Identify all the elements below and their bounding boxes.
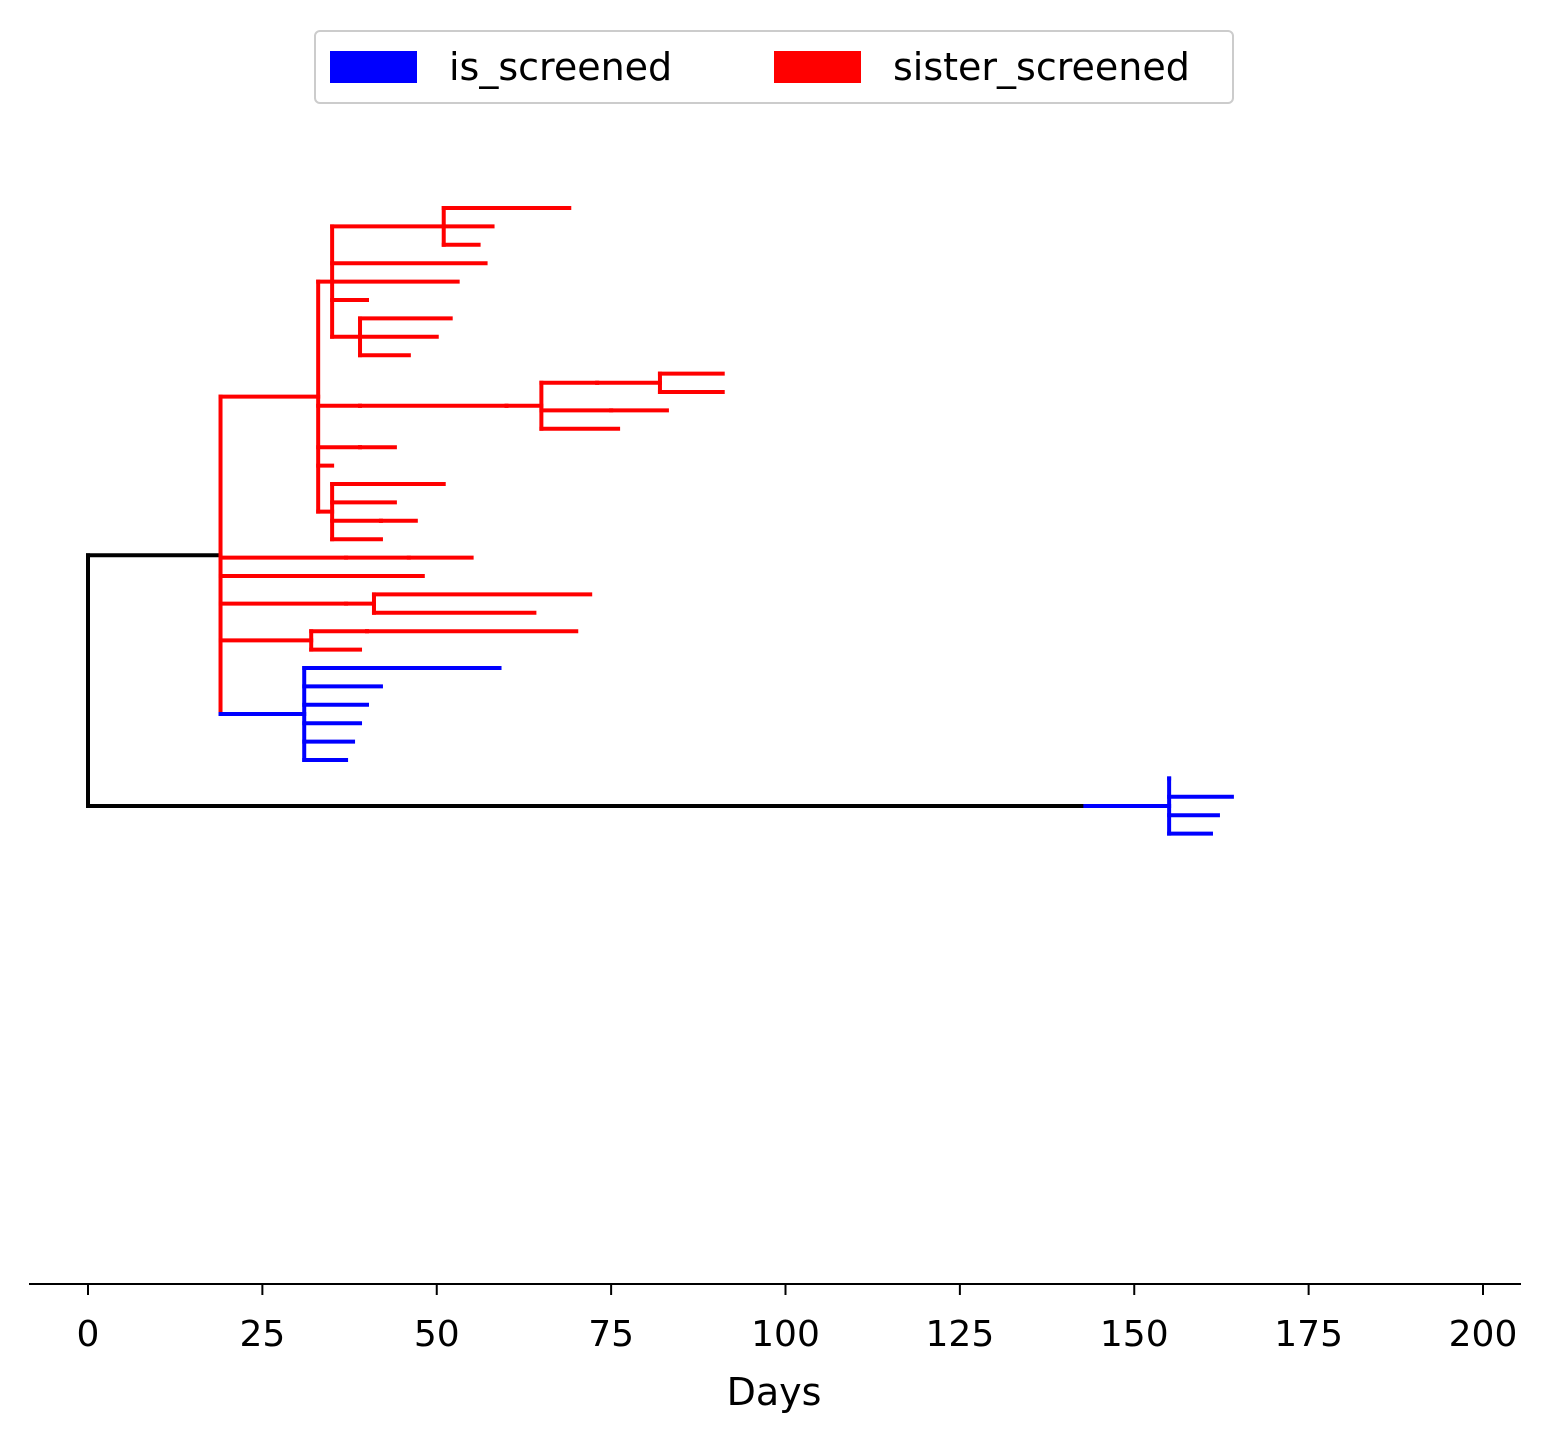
x-tick-label: 200	[1449, 1314, 1518, 1355]
x-tick-label: 75	[588, 1314, 634, 1355]
x-axis: 0 25 50 75 100 125 150 175 200	[29, 1283, 1521, 1355]
legend-label-sister-screened: sister_screened	[893, 45, 1190, 89]
x-tick-label: 125	[926, 1314, 995, 1355]
legend: is_screened sister_screened	[314, 30, 1234, 104]
legend-label-is-screened: is_screened	[449, 45, 673, 89]
x-tick-label: 150	[1100, 1314, 1169, 1355]
legend-swatch-is-screened	[330, 51, 417, 83]
x-tick-label: 100	[751, 1314, 820, 1355]
tree-branches	[86, 206, 1234, 836]
legend-item-sister-screened: sister_screened	[774, 32, 1190, 102]
x-tick-label: 50	[414, 1314, 460, 1355]
legend-item-is-screened: is_screened	[330, 32, 672, 102]
x-tick-label: 0	[77, 1314, 100, 1355]
x-axis-label: Days	[726, 1370, 822, 1414]
x-tick-label: 175	[1274, 1314, 1343, 1355]
x-tick-label: 25	[239, 1314, 285, 1355]
legend-swatch-sister-screened	[774, 51, 861, 83]
